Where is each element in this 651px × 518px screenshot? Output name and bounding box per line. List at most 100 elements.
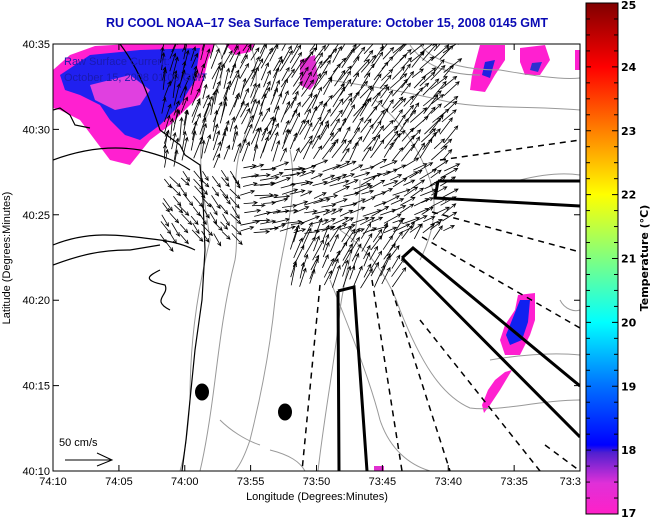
- x-tick-label: 73:55: [237, 476, 265, 488]
- current-vector: [212, 109, 219, 132]
- current-vector: [413, 142, 425, 161]
- current-vector: [229, 63, 237, 79]
- current-vector: [172, 56, 179, 77]
- current-vector: [319, 59, 331, 80]
- current-vector: [430, 103, 442, 114]
- current-vector: [313, 44, 326, 61]
- current-vector: [411, 215, 428, 224]
- current-vector: [289, 112, 300, 134]
- current-vector: [400, 82, 412, 96]
- current-vector: [402, 134, 415, 151]
- y-axis-label: Latitude (Degrees:Minutes): [1, 192, 13, 325]
- current-vector: [312, 180, 328, 186]
- current-vector: [331, 44, 339, 54]
- current-vector: [310, 72, 321, 96]
- current-vector: [171, 222, 180, 237]
- current-vector: [219, 131, 227, 151]
- current-vector: [289, 189, 306, 195]
- current-vector: [372, 158, 388, 168]
- current-vector: [229, 196, 240, 209]
- current-vector: [299, 170, 316, 177]
- current-vector: [361, 189, 375, 195]
- current-vector: [343, 191, 360, 197]
- current-vector: [391, 254, 401, 269]
- current-vector: [409, 107, 428, 123]
- current-vector: [371, 206, 390, 217]
- current-vector: [330, 109, 343, 127]
- current-annotation-line2: October 15, 2008 01:00 GMT: [64, 72, 207, 84]
- current-vector: [342, 139, 352, 154]
- current-vector: [433, 58, 445, 73]
- current-vector: [391, 146, 404, 162]
- northeast-patch-b-core: [530, 62, 542, 72]
- y-tick-label: 40:10: [22, 466, 50, 478]
- current-vector: [380, 188, 394, 195]
- current-vector: [180, 187, 188, 197]
- current-vector: [411, 50, 425, 68]
- current-vector: [251, 203, 266, 208]
- current-vector: [269, 161, 290, 170]
- current-vector: [323, 194, 339, 199]
- current-vector: [363, 244, 371, 260]
- current-vector: [239, 137, 247, 154]
- current-vector: [233, 142, 242, 162]
- current-vector: [219, 101, 228, 124]
- current-vector: [329, 258, 339, 280]
- northeast-patch-b: [520, 45, 550, 75]
- current-vector: [313, 235, 320, 252]
- current-vector: [334, 69, 346, 87]
- current-vector: [389, 244, 400, 259]
- current-vector: [250, 47, 260, 61]
- current-vector: [182, 44, 187, 52]
- current-vector: [269, 44, 280, 55]
- current-vector: [283, 128, 290, 144]
- current-vector: [403, 179, 416, 186]
- current-vector: [431, 94, 445, 105]
- current-vector: [399, 63, 411, 79]
- colorbar-tick-label: 25: [621, 0, 636, 12]
- current-vector: [329, 179, 350, 187]
- current-vector: [302, 221, 313, 241]
- current-vector: [329, 138, 339, 153]
- current-vector: [162, 68, 168, 90]
- current-vector: [381, 68, 394, 81]
- current-vector: [281, 44, 287, 51]
- current-vector: [413, 163, 428, 171]
- current-vector: [259, 193, 279, 199]
- current-vector: [360, 54, 377, 73]
- current-vector: [433, 44, 443, 52]
- current-vector: [371, 133, 381, 151]
- current-vector: [369, 245, 379, 261]
- current-vector: [271, 131, 279, 152]
- current-vector: [293, 147, 300, 162]
- current-vector: [383, 195, 401, 205]
- current-vector: [363, 263, 372, 278]
- current-vector: [199, 73, 206, 89]
- current-vector: [190, 46, 197, 62]
- current-vector: [441, 203, 457, 216]
- current-vector: [180, 177, 190, 186]
- current-vector: [301, 215, 321, 224]
- current-vector: [430, 197, 449, 208]
- current-vector: [382, 180, 399, 187]
- current-vector: [309, 268, 316, 284]
- current-vector: [312, 208, 331, 215]
- current-vector: [373, 264, 385, 288]
- current-vector: [171, 44, 176, 53]
- current-vector: [190, 72, 198, 95]
- current-vector: [279, 78, 288, 96]
- current-vector: [439, 117, 453, 135]
- current-vector: [242, 68, 255, 90]
- current-vector: [231, 50, 241, 73]
- current-vector: [293, 237, 303, 259]
- current-vector: [231, 130, 239, 150]
- current-vector: [220, 221, 229, 230]
- current-vector: [239, 62, 249, 79]
- northwest-magenta-streak: [90, 75, 150, 110]
- current-vector: [390, 198, 405, 205]
- current-vector: [229, 116, 236, 132]
- current-vector: [399, 117, 409, 132]
- current-vector: [209, 44, 215, 59]
- current-vector: [172, 73, 178, 99]
- current-vector: [413, 75, 427, 89]
